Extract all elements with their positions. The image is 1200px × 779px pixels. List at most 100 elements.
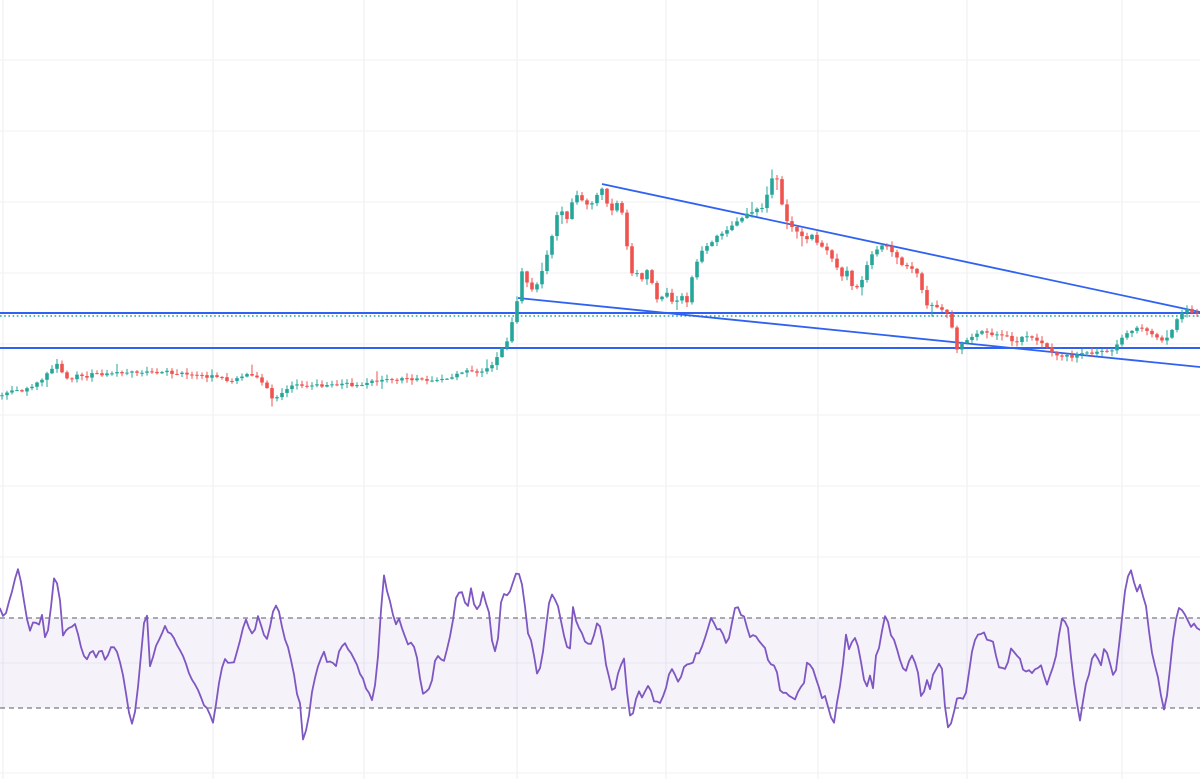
candle-up bbox=[295, 384, 299, 386]
candle-down bbox=[1190, 308, 1194, 313]
candle-up bbox=[1025, 336, 1029, 338]
candle-down bbox=[935, 304, 939, 308]
candle-up bbox=[705, 245, 709, 251]
candle-down bbox=[1105, 350, 1109, 352]
candle-down bbox=[475, 371, 479, 373]
candle-down bbox=[580, 195, 584, 201]
candle-up bbox=[280, 392, 284, 398]
rsi-line[interactable] bbox=[0, 568, 1200, 741]
candle-down bbox=[530, 282, 534, 290]
candle-down bbox=[815, 234, 819, 243]
candle-up bbox=[285, 389, 289, 393]
candle-up bbox=[700, 250, 704, 262]
candle-up bbox=[460, 372, 464, 374]
candle-down bbox=[585, 200, 589, 205]
candle-up bbox=[340, 383, 344, 386]
candle-up bbox=[10, 390, 14, 393]
candle-down bbox=[60, 363, 64, 373]
candle-down bbox=[985, 331, 989, 333]
candle-up bbox=[875, 249, 879, 255]
candle-up bbox=[755, 208, 759, 213]
candle-up bbox=[730, 225, 734, 231]
candle-down bbox=[1030, 336, 1034, 338]
candle-up bbox=[455, 373, 459, 378]
candle-up bbox=[75, 374, 79, 380]
oscillator-band bbox=[0, 617, 1200, 709]
candle-up bbox=[450, 377, 454, 379]
candle-up bbox=[345, 382, 349, 384]
candle-down bbox=[610, 203, 614, 211]
candle-up bbox=[430, 380, 434, 382]
candle-up bbox=[770, 178, 774, 195]
candle-up bbox=[1120, 337, 1124, 345]
candle-up bbox=[860, 279, 864, 288]
candle-up bbox=[560, 211, 564, 216]
candle-up bbox=[370, 380, 374, 383]
candle-down bbox=[195, 374, 199, 376]
candle-up bbox=[555, 215, 559, 237]
candle-up bbox=[965, 340, 969, 344]
candle-down bbox=[420, 378, 424, 380]
candle-down bbox=[805, 236, 809, 240]
candle-up bbox=[1130, 330, 1134, 334]
candle-up bbox=[600, 188, 604, 195]
candle-up bbox=[980, 331, 984, 334]
candle-down bbox=[655, 282, 659, 300]
candle-down bbox=[150, 371, 154, 373]
candle-down bbox=[220, 376, 224, 378]
candle-down bbox=[785, 204, 789, 222]
candle-up bbox=[290, 385, 294, 390]
candle-up bbox=[590, 203, 594, 205]
candle-up bbox=[1100, 350, 1104, 352]
candle-up bbox=[115, 372, 119, 374]
candle-up bbox=[515, 301, 519, 323]
candle-up bbox=[660, 296, 664, 300]
candle-up bbox=[540, 271, 544, 285]
candle-down bbox=[940, 307, 944, 310]
candle-up bbox=[275, 397, 279, 399]
candle-up bbox=[435, 379, 439, 381]
candle-up bbox=[710, 242, 714, 246]
candle-up bbox=[440, 378, 444, 380]
candle-down bbox=[1140, 327, 1144, 329]
oscillator-band-fill bbox=[0, 618, 1200, 708]
candle-up bbox=[510, 322, 514, 342]
trendline-drawing[interactable] bbox=[601, 183, 1200, 313]
candle-up bbox=[480, 371, 484, 373]
candle-down bbox=[470, 370, 474, 372]
candle-up bbox=[975, 333, 979, 337]
drawings bbox=[0, 183, 1200, 368]
candle-up bbox=[25, 388, 29, 392]
candle-down bbox=[80, 374, 84, 377]
candlestick-series[interactable] bbox=[0, 169, 1199, 407]
candle-up bbox=[745, 213, 749, 219]
candle-up bbox=[765, 194, 769, 208]
candle-down bbox=[1040, 340, 1044, 344]
candle-down bbox=[840, 267, 844, 277]
candle-up bbox=[1135, 327, 1139, 331]
candle-down bbox=[1055, 352, 1059, 356]
candle-down bbox=[300, 384, 304, 386]
oscillator-plot[interactable] bbox=[0, 568, 1200, 741]
candle-down bbox=[1150, 330, 1154, 335]
candle-up bbox=[1085, 352, 1089, 354]
candle-up bbox=[645, 270, 649, 280]
trendline-drawing[interactable] bbox=[517, 297, 1200, 368]
candle-up bbox=[1075, 354, 1079, 358]
candle-up bbox=[445, 378, 449, 380]
candle-up bbox=[1170, 329, 1174, 338]
candle-down bbox=[1195, 312, 1199, 314]
candle-up bbox=[360, 385, 364, 387]
candle-up bbox=[750, 212, 754, 214]
candle-up bbox=[45, 373, 49, 380]
candle-up bbox=[740, 218, 744, 222]
candle-up bbox=[1110, 350, 1114, 352]
candle-up bbox=[180, 372, 184, 374]
candle-down bbox=[820, 242, 824, 247]
candle-down bbox=[915, 268, 919, 274]
candle-down bbox=[405, 378, 409, 380]
candle-down bbox=[565, 211, 569, 219]
candle-up bbox=[1125, 333, 1129, 338]
